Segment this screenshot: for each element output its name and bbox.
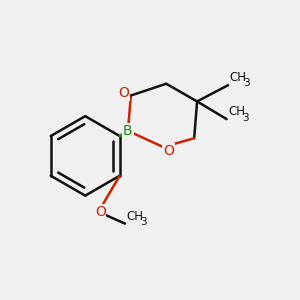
Text: 3: 3 xyxy=(141,217,147,227)
Text: O: O xyxy=(95,205,106,219)
Text: B: B xyxy=(123,124,133,138)
Text: CH: CH xyxy=(126,210,143,223)
Text: 3: 3 xyxy=(242,112,249,123)
Text: CH: CH xyxy=(228,105,245,118)
Text: O: O xyxy=(163,144,174,158)
Text: CH: CH xyxy=(230,71,247,84)
Text: O: O xyxy=(118,86,129,100)
Text: 3: 3 xyxy=(244,78,250,88)
